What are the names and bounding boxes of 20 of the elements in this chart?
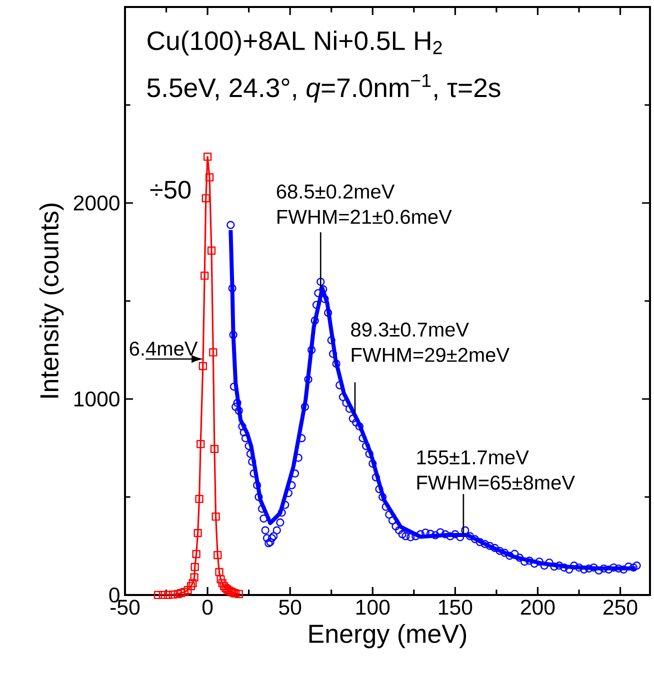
annotation: 6.4meV bbox=[130, 342, 198, 356]
y-axis-title: Intensity (counts) bbox=[39, 204, 64, 398]
x-tick-label: 50 bbox=[279, 600, 302, 615]
y-tick-label: 1000 bbox=[74, 391, 120, 407]
x-tick-label: 200 bbox=[520, 600, 555, 615]
x-axis-title: Energy (meV) bbox=[309, 624, 466, 648]
annotation: FWHM=29±2meV bbox=[352, 348, 510, 362]
annotation: ÷50 bbox=[150, 180, 191, 199]
x-tick-label: 100 bbox=[356, 600, 390, 615]
x-tick-label: 0 bbox=[202, 600, 213, 615]
annotation: FWHM=65±8meV bbox=[417, 476, 575, 490]
annotation: 155±1.7meV bbox=[417, 450, 529, 464]
annotation: FWHM=21±0.6meV bbox=[278, 210, 452, 224]
annotation: 89.3±0.7meV bbox=[351, 322, 469, 337]
y-tick-label: 2000 bbox=[74, 195, 120, 211]
text: 5.5eV, 24.3°, q=7.0nm$^{−1}$, τ=2s bbox=[147, 74, 500, 103]
x-tick-label: 150 bbox=[439, 600, 472, 615]
x-tick-label: 250 bbox=[604, 600, 638, 615]
text: Cu(100)+8AL Ni+0.5L H$_{2}$ bbox=[148, 30, 442, 56]
annotation: 68.5±0.2meV bbox=[276, 184, 395, 199]
